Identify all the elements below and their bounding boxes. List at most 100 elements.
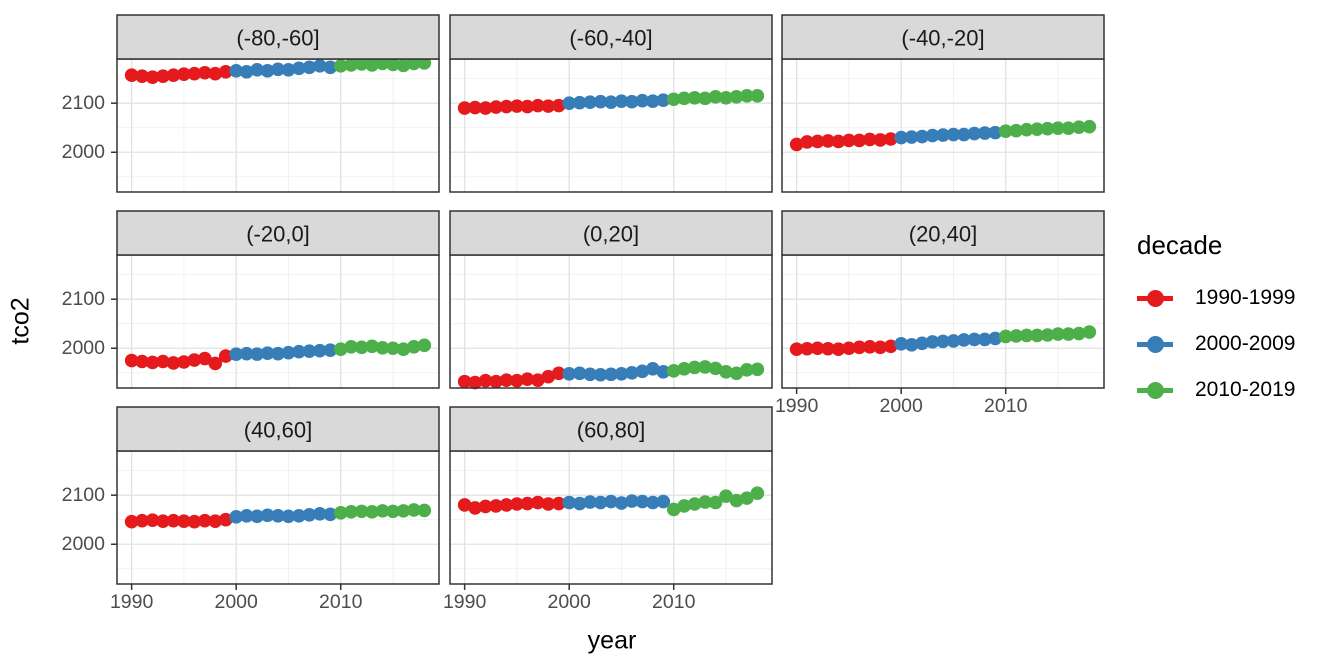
data-point	[852, 340, 867, 355]
data-point	[510, 99, 524, 113]
data-point	[1019, 122, 1034, 137]
data-point	[292, 61, 306, 76]
data-point	[729, 89, 744, 104]
data-point	[124, 353, 139, 368]
data-point	[166, 356, 181, 370]
data-point	[583, 367, 597, 382]
data-point	[988, 125, 1003, 140]
facet-strip	[449, 14, 773, 60]
data-point	[687, 360, 702, 375]
data-point	[1072, 326, 1086, 341]
x-tick-label: 1990	[775, 395, 819, 417]
data-point	[614, 496, 629, 510]
data-point	[375, 340, 390, 355]
facet-strip-label: (-60,-40]	[569, 26, 652, 51]
data-point	[292, 508, 306, 523]
data-point	[145, 70, 160, 84]
data-point	[925, 128, 940, 143]
data-point	[583, 495, 597, 509]
data-point	[198, 513, 212, 528]
x-tick-label: 2010	[652, 591, 696, 613]
data-point	[625, 494, 639, 508]
data-point	[698, 360, 712, 374]
data-point	[489, 374, 503, 389]
data-point	[1040, 328, 1055, 342]
data-point	[302, 60, 317, 75]
data-point	[386, 504, 400, 519]
data-point	[302, 508, 317, 522]
legend-entry-label: 1990-1999	[1195, 286, 1296, 309]
data-point	[656, 494, 671, 509]
data-point	[520, 372, 535, 386]
data-point	[323, 343, 338, 358]
panel-background	[450, 451, 772, 584]
facet-panel: (-20,0] 2000 2100	[62, 210, 440, 389]
data-point	[177, 514, 191, 528]
data-point	[729, 493, 744, 508]
facet-strip-label: (-20,0]	[246, 222, 310, 247]
data-point	[386, 341, 400, 356]
data-point	[510, 373, 524, 388]
data-point	[666, 92, 681, 107]
facet-panel: (-80,-60] 2000 2100	[62, 14, 440, 193]
facet-panel: (60,80] 1990 2000 2010	[443, 406, 773, 613]
data-point	[593, 367, 608, 382]
data-point	[821, 341, 835, 356]
y-tick-label: 2000	[62, 533, 106, 555]
data-point	[541, 99, 556, 113]
data-point	[375, 56, 390, 71]
data-point	[1051, 327, 1065, 341]
data-point	[292, 344, 306, 359]
data-point	[499, 99, 514, 114]
data-point	[625, 94, 639, 109]
data-point	[821, 134, 835, 148]
legend-key-icon	[1137, 329, 1173, 359]
data-point	[687, 90, 702, 105]
data-point	[957, 333, 971, 347]
data-point	[344, 505, 358, 519]
data-point	[551, 98, 566, 113]
data-point	[208, 514, 223, 528]
data-point	[541, 369, 556, 384]
data-point	[354, 57, 369, 71]
data-point	[789, 342, 804, 357]
x-tick-label: 2000	[214, 591, 258, 613]
data-point	[457, 101, 472, 115]
data-point	[708, 361, 723, 376]
data-point	[810, 341, 825, 356]
data-point	[229, 63, 243, 78]
data-point	[1082, 325, 1097, 339]
data-point	[407, 56, 421, 71]
data-point	[489, 499, 503, 513]
data-point	[863, 339, 877, 354]
data-point	[365, 58, 379, 72]
data-point	[572, 496, 587, 511]
data-point	[719, 90, 733, 105]
data-point	[978, 126, 992, 140]
data-point	[478, 499, 493, 514]
data-point	[915, 129, 929, 144]
data-point	[750, 362, 765, 377]
data-point	[156, 514, 170, 528]
facet-strip	[116, 14, 440, 60]
data-point	[531, 495, 545, 510]
data-point	[562, 96, 576, 110]
data-point	[740, 491, 754, 505]
data-point	[998, 329, 1013, 344]
data-point	[520, 496, 535, 511]
data-point	[510, 497, 524, 511]
data-point	[187, 514, 202, 529]
data-point	[468, 100, 482, 115]
data-point	[831, 342, 846, 357]
facet-strip-label: (0,20]	[583, 222, 639, 247]
data-point	[478, 101, 493, 115]
data-point	[250, 62, 264, 77]
data-point	[852, 133, 867, 148]
panel-background	[782, 255, 1104, 388]
data-point	[271, 62, 285, 77]
data-point	[562, 366, 576, 381]
facet-strip	[449, 406, 773, 452]
data-point	[323, 60, 338, 75]
x-axis-title: year	[587, 626, 637, 655]
data-point	[1009, 123, 1023, 138]
